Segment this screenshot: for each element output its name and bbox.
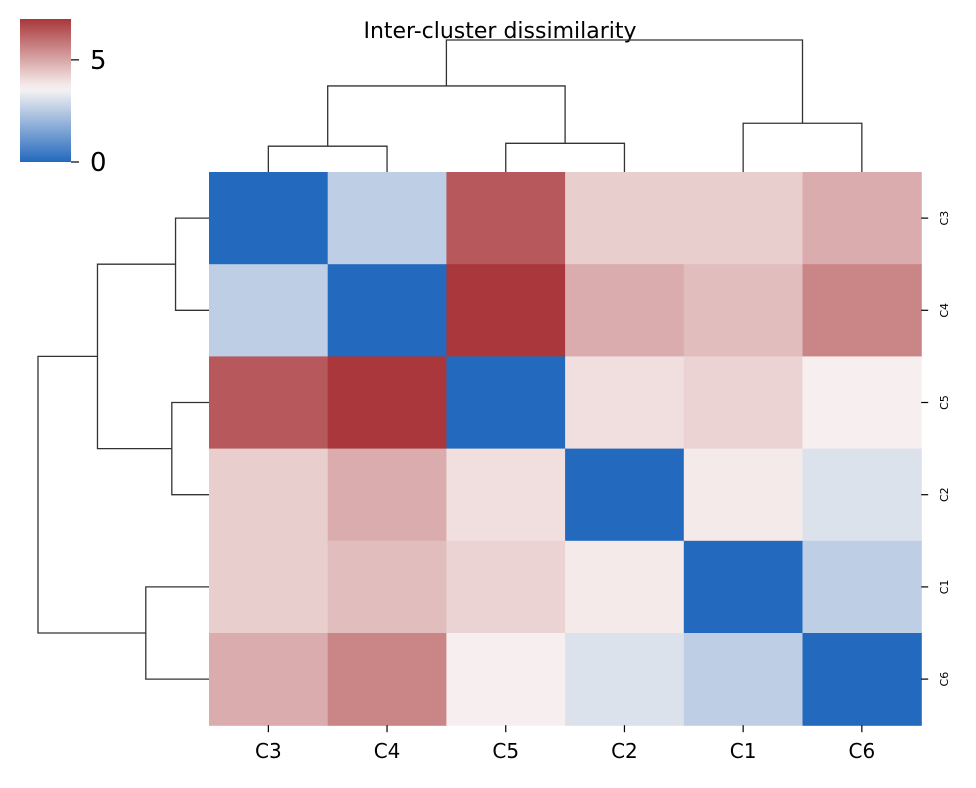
heatmap-cell-C5-C3 xyxy=(209,356,329,450)
column-dendrogram-link-3 xyxy=(742,122,863,172)
heatmap-cell-C1-C5 xyxy=(446,540,566,634)
heatmap-cell-C1-C6 xyxy=(802,540,922,634)
heatmap-cell-C5-C4 xyxy=(327,356,447,450)
heatmap-cell-C4-C6 xyxy=(802,264,922,357)
row-dendrogram xyxy=(37,217,209,680)
y-tick-labels: C3 C4 C5 C2 C1 C6 xyxy=(921,211,951,687)
colorbar: 05 xyxy=(20,19,107,178)
y-tick-label-C5: C5 xyxy=(938,395,951,410)
x-tick-label-C4: C4 xyxy=(374,739,401,763)
x-tick-label-C5: C5 xyxy=(492,739,519,763)
heatmap-cell-C5-C2 xyxy=(565,356,685,450)
heatmap-cell-C2-C4 xyxy=(327,448,447,542)
heatmap-cell-C2-C6 xyxy=(802,448,922,542)
heatmap-cell-C4-C3 xyxy=(209,264,329,357)
heatmap-cell-C4-C5 xyxy=(446,264,566,357)
heatmap-cell-C1-C2 xyxy=(565,540,685,634)
heatmap-cell-C4-C2 xyxy=(565,264,685,357)
column-dendrogram-link-4 xyxy=(327,85,566,147)
x-tick-labels: C3 C4 C5 C2 C1 C6 xyxy=(255,725,875,763)
column-dendrogram-link-5 xyxy=(445,39,804,124)
heatmap-cell-C6-C5 xyxy=(446,633,566,726)
heatmap-cell-C5-C6 xyxy=(802,356,922,450)
heatmap-cell-C1-C1 xyxy=(683,540,804,634)
heatmap-cell-C6-C4 xyxy=(327,633,447,726)
heatmap-cell-C6-C1 xyxy=(683,633,804,726)
row-dendrogram-link-4 xyxy=(96,263,176,450)
column-dendrogram-link-1 xyxy=(267,145,388,172)
heatmap-cell-C5-C5 xyxy=(446,356,566,450)
x-tick-label-C2: C2 xyxy=(611,739,638,763)
row-dendrogram-link-3 xyxy=(145,586,209,680)
x-tick-label-C1: C1 xyxy=(730,739,757,763)
colorbar-tick-label-5: 5 xyxy=(90,46,107,76)
colorbar-tick-label-0: 0 xyxy=(90,148,107,178)
y-tick-label-C4: C4 xyxy=(938,303,951,318)
column-dendrogram-link-2 xyxy=(505,142,626,172)
row-dendrogram-link-5 xyxy=(37,355,146,634)
heatmap-cell-C2-C3 xyxy=(209,448,329,542)
x-tick-label-C3: C3 xyxy=(255,739,282,763)
heatmap-cell-C2-C5 xyxy=(446,448,566,542)
heatmap-grid xyxy=(209,172,922,726)
heatmap-cell-C4-C1 xyxy=(683,264,804,357)
heatmap-cell-C3-C1 xyxy=(683,172,804,265)
y-tick-label-C3: C3 xyxy=(938,211,951,226)
heatmap-cell-C6-C3 xyxy=(209,633,329,726)
row-dendrogram-link-1 xyxy=(174,217,209,311)
column-dendrogram xyxy=(267,39,863,172)
heatmap-cell-C1-C4 xyxy=(327,540,447,634)
x-tick-label-C6: C6 xyxy=(848,739,875,763)
heatmap-cell-C3-C5 xyxy=(446,172,566,265)
colorbar-gradient xyxy=(20,19,71,162)
heatmap-cell-C6-C2 xyxy=(565,633,685,726)
heatmap-cell-C2-C2 xyxy=(565,448,685,542)
row-dendrogram-link-2 xyxy=(171,401,209,496)
y-tick-label-C6: C6 xyxy=(938,672,951,687)
y-tick-label-C1: C1 xyxy=(938,580,951,595)
heatmap-cell-C1-C3 xyxy=(209,540,329,634)
heatmap-cell-C3-C6 xyxy=(802,172,922,265)
heatmap-cell-C4-C4 xyxy=(327,264,447,357)
y-tick-label-C2: C2 xyxy=(938,487,951,502)
heatmap-cell-C5-C1 xyxy=(683,356,804,450)
heatmap-cell-C3-C3 xyxy=(209,172,329,265)
heatmap-cell-C3-C2 xyxy=(565,172,685,265)
heatmap-cell-C3-C4 xyxy=(327,172,447,265)
heatmap-cell-C2-C1 xyxy=(683,448,804,542)
heatmap-cell-C6-C6 xyxy=(802,633,922,726)
